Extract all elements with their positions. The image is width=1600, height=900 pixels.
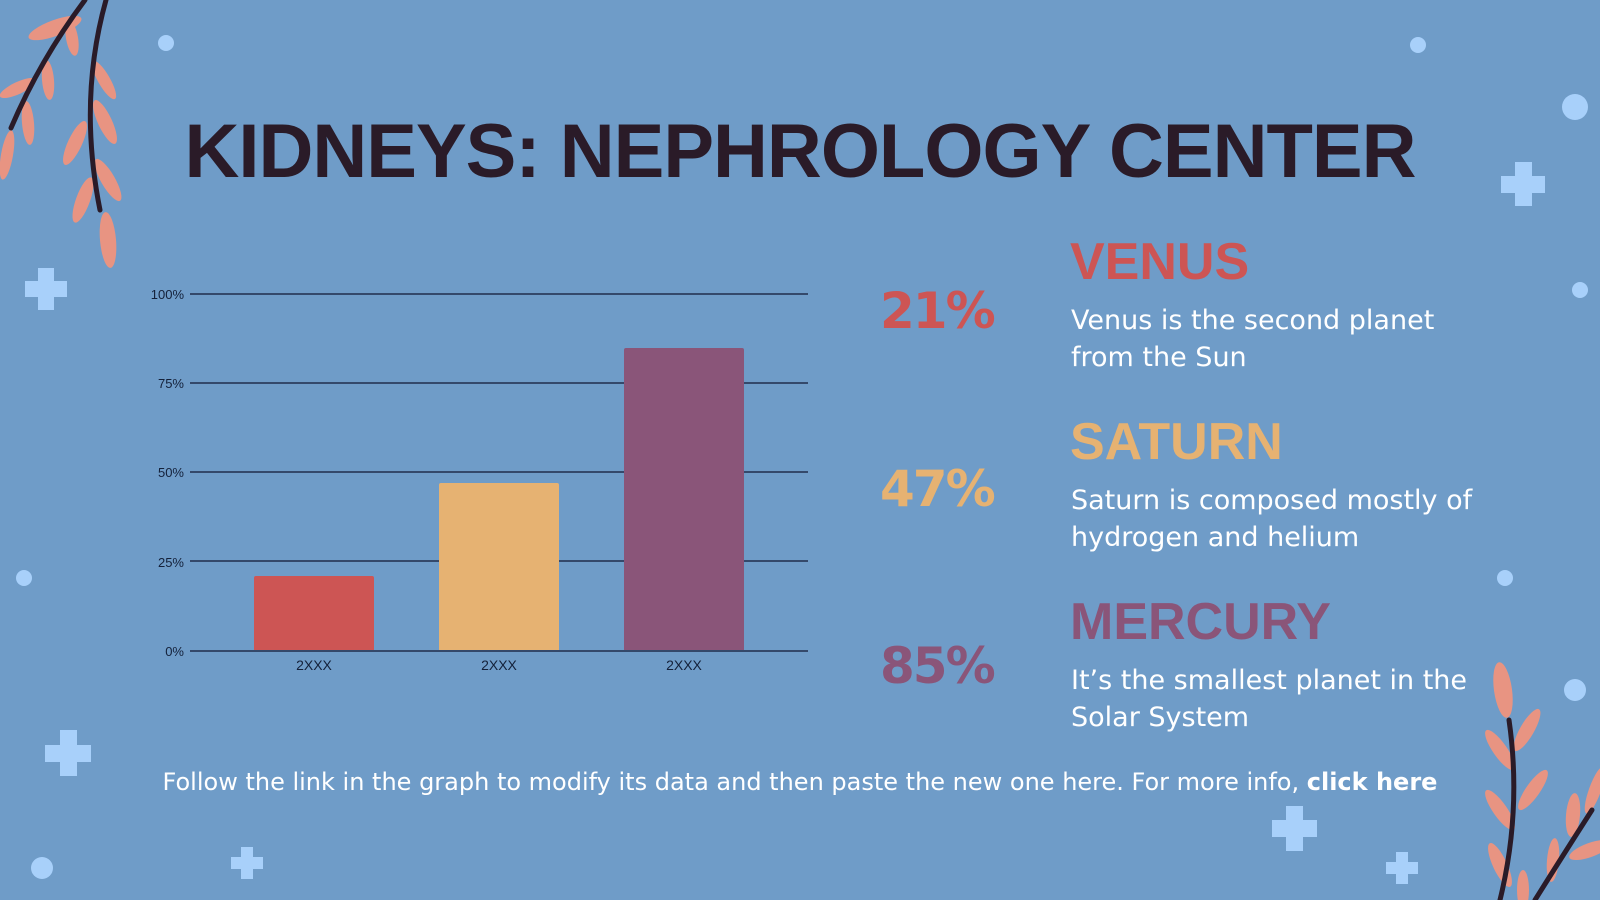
stat-percent-venus: 21% bbox=[880, 282, 996, 340]
x-tick-label: 2XXX bbox=[296, 657, 332, 673]
stat-description-mercury: It’s the smallest planet in the Solar Sy… bbox=[1071, 665, 1468, 733]
dot-icon bbox=[31, 857, 53, 879]
bar-venus[interactable] bbox=[254, 576, 374, 651]
slide-title: KIDNEYS: NEPHROLOGY CENTER bbox=[184, 109, 1417, 194]
plus-icon bbox=[45, 730, 91, 776]
stat-name-saturn: SATURN bbox=[1070, 413, 1283, 471]
stat-description-saturn: Saturn is composed mostly of hydrogen an… bbox=[1071, 485, 1473, 553]
footer-text: Follow the link in the graph to modify i… bbox=[162, 768, 1300, 796]
dot-icon bbox=[1564, 679, 1586, 701]
bar-chart[interactable]: 100% 75% 50% 25% 0% 2XXX 2XXX 2XXX bbox=[140, 280, 810, 690]
bar-mercury[interactable] bbox=[624, 347, 744, 651]
x-axis-line bbox=[190, 650, 808, 652]
dot-icon bbox=[1410, 37, 1426, 53]
stat-description-venus: Venus is the second planet from the Sun bbox=[1071, 305, 1435, 373]
dot-icon bbox=[1497, 570, 1513, 586]
x-tick-label: 2XXX bbox=[481, 657, 517, 673]
click-here-link[interactable]: click here bbox=[1306, 768, 1438, 796]
plus-icon bbox=[231, 847, 263, 879]
x-tick-label: 2XXX bbox=[666, 657, 702, 673]
grid-line bbox=[190, 293, 808, 295]
dot-icon bbox=[158, 35, 174, 51]
y-tick-label: 0% bbox=[165, 644, 184, 659]
footer-note: Follow the link in the graph to modify i… bbox=[0, 768, 1600, 796]
dot-icon bbox=[1562, 94, 1588, 120]
plus-icon bbox=[1272, 806, 1317, 851]
grid-line bbox=[190, 382, 808, 384]
stat-percent-saturn: 47% bbox=[880, 460, 996, 518]
branch-leaves-top-left-icon bbox=[0, 0, 122, 268]
grid-line bbox=[190, 471, 808, 473]
stat-percent-mercury: 85% bbox=[880, 637, 996, 695]
y-tick-label: 50% bbox=[157, 465, 184, 480]
stat-name-venus: VENUS bbox=[1070, 233, 1250, 291]
y-tick-label: 75% bbox=[157, 376, 184, 391]
plus-icon bbox=[1501, 162, 1545, 206]
stat-name-mercury: MERCURY bbox=[1070, 593, 1331, 651]
y-tick-label: 25% bbox=[157, 555, 184, 570]
bar-saturn[interactable] bbox=[439, 483, 559, 651]
y-tick-label: 100% bbox=[150, 287, 184, 302]
plus-icon bbox=[1386, 852, 1418, 884]
branch-leaves-bottom-right-icon bbox=[1485, 662, 1600, 900]
plus-icon bbox=[25, 268, 67, 310]
dot-icon bbox=[1572, 282, 1588, 298]
dot-icon bbox=[16, 570, 32, 586]
